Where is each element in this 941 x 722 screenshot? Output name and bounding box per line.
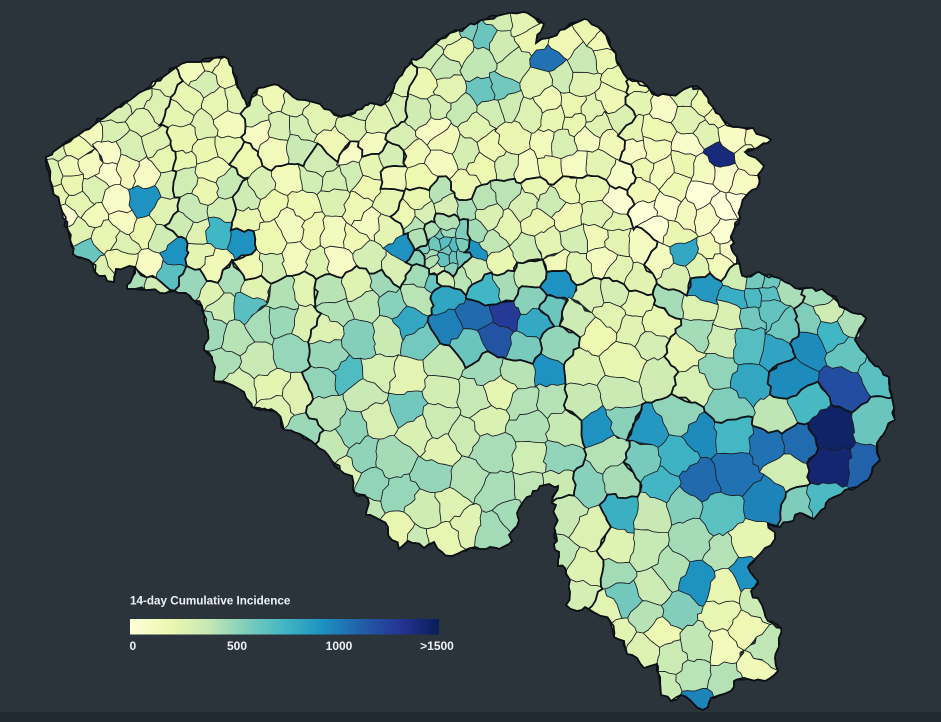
svg-text:>1500: >1500 bbox=[420, 639, 454, 653]
svg-text:14-day Cumulative Incidence: 14-day Cumulative Incidence bbox=[130, 595, 291, 608]
svg-text:1000: 1000 bbox=[326, 639, 353, 653]
svg-text:500: 500 bbox=[227, 639, 247, 653]
svg-text:0: 0 bbox=[130, 639, 137, 653]
